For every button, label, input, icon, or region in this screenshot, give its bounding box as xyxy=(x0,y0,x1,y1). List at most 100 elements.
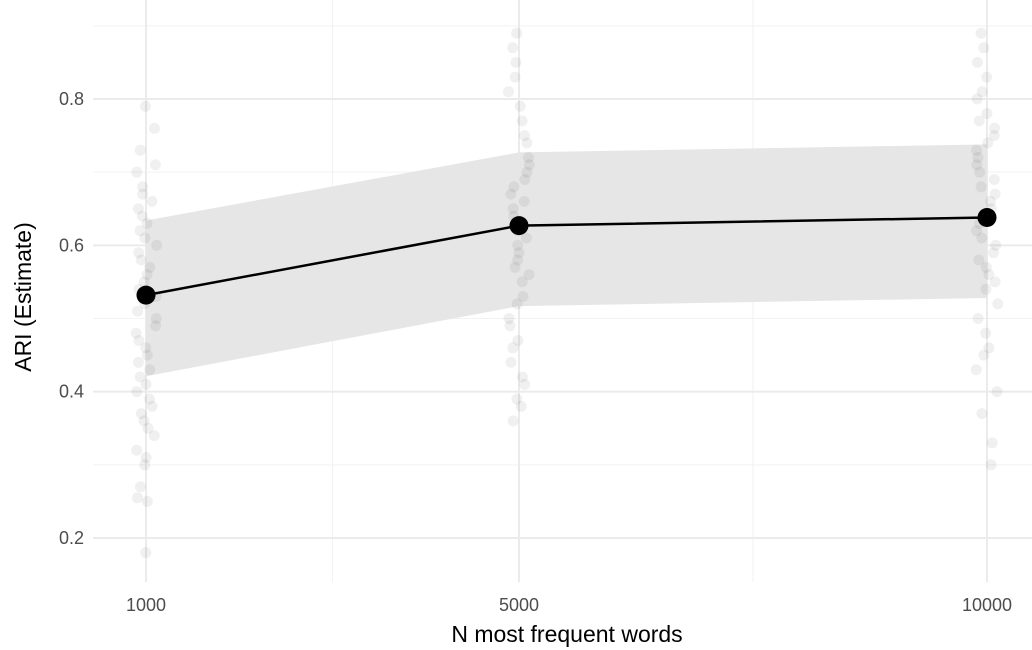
estimate-point xyxy=(509,216,529,236)
raw-data-point xyxy=(989,188,1001,200)
estimate-points-layer xyxy=(136,208,997,305)
raw-data-point xyxy=(133,247,145,259)
raw-data-point xyxy=(523,269,535,281)
raw-data-point xyxy=(975,181,987,193)
raw-data-point xyxy=(983,269,995,281)
raw-data-point xyxy=(981,71,993,83)
ribbon-layer xyxy=(146,144,987,377)
raw-data-point xyxy=(131,444,143,456)
raw-data-point xyxy=(138,276,150,288)
raw-data-point xyxy=(141,217,153,229)
raw-data-point xyxy=(516,276,528,288)
y-axis-title: ARI (Estimate) xyxy=(10,222,36,372)
raw-data-point xyxy=(509,71,521,83)
raw-data-point xyxy=(518,130,530,142)
raw-data-point xyxy=(970,364,982,376)
raw-data-point xyxy=(522,152,534,163)
raw-data-point xyxy=(146,400,158,412)
raw-data-point xyxy=(972,152,984,163)
raw-data-point xyxy=(149,159,161,171)
raw-data-point xyxy=(988,130,1000,142)
raw-data-point xyxy=(521,137,533,149)
raw-data-point xyxy=(510,56,522,68)
raw-data-point xyxy=(140,342,152,354)
raw-data-point xyxy=(139,100,151,112)
raw-data-point xyxy=(140,378,152,390)
raw-data-point xyxy=(519,174,531,185)
raw-data-point xyxy=(992,298,1004,310)
raw-data-point xyxy=(134,371,146,383)
raw-data-point xyxy=(981,108,993,120)
raw-data-point xyxy=(504,320,516,332)
raw-data-point xyxy=(513,247,525,259)
raw-data-point xyxy=(135,408,147,420)
raw-data-point xyxy=(138,415,150,427)
raw-data-point xyxy=(150,320,162,332)
x-tick-label: 1000 xyxy=(126,595,166,615)
raw-data-point xyxy=(521,166,533,178)
raw-data-point xyxy=(150,313,162,324)
raw-data-point xyxy=(523,159,535,171)
raw-data-point xyxy=(512,335,524,346)
raw-data-point xyxy=(137,188,149,200)
raw-data-point xyxy=(509,261,521,273)
raw-data-point xyxy=(140,547,152,559)
raw-data-point xyxy=(985,195,996,207)
raw-data-point xyxy=(988,174,1000,185)
raw-data-point xyxy=(148,430,160,442)
raw-data-point xyxy=(139,232,151,244)
raw-data-point xyxy=(503,313,515,324)
raw-data-point xyxy=(133,356,144,368)
raw-data-point xyxy=(976,86,988,98)
raw-data-point xyxy=(134,225,146,237)
raw-data-point xyxy=(519,378,531,390)
raw-data-point xyxy=(971,225,982,237)
raw-data-point xyxy=(982,137,994,149)
raw-data-point xyxy=(134,481,146,493)
raw-data-point xyxy=(144,393,155,405)
raw-data-point xyxy=(503,86,514,98)
y-tick-label: 0.2 xyxy=(59,528,84,548)
raw-data-point xyxy=(971,144,982,156)
raw-data-point xyxy=(141,349,153,361)
raw-data-point xyxy=(991,386,1003,398)
raw-data-point xyxy=(990,239,1002,251)
raw-data-point xyxy=(139,459,151,471)
raw-data-point xyxy=(516,371,528,383)
y-tick-label: 0.8 xyxy=(59,89,84,109)
raw-data-point xyxy=(141,269,153,281)
raw-data-point xyxy=(132,492,143,504)
raw-data-point xyxy=(986,437,998,449)
raw-data-point xyxy=(144,261,156,273)
raw-data-point xyxy=(512,254,524,266)
raw-data-point xyxy=(134,144,146,156)
raw-data-point xyxy=(505,356,517,368)
raw-data-point xyxy=(507,203,519,215)
raw-data-point xyxy=(507,342,519,354)
y-tick-label: 0.4 xyxy=(59,382,84,402)
raw-data-point xyxy=(976,232,988,244)
raw-data-point xyxy=(149,122,160,134)
raw-data-point xyxy=(144,364,156,376)
raw-data-point xyxy=(973,254,985,266)
raw-data-point xyxy=(511,393,523,405)
estimate-point xyxy=(977,208,997,227)
x-tick-label: 10000 xyxy=(962,595,1012,615)
raw-data-point xyxy=(980,283,992,295)
raw-data-point xyxy=(975,27,987,39)
raw-data-point xyxy=(978,349,990,361)
raw-data-point xyxy=(511,298,523,310)
raw-data-point xyxy=(137,181,149,193)
raw-data-point xyxy=(983,342,995,354)
raw-data-point xyxy=(989,276,1001,288)
raw-data-point xyxy=(141,495,153,507)
raw-data-point xyxy=(520,232,532,244)
raw-data-point xyxy=(980,327,992,339)
raw-data-point xyxy=(985,459,997,471)
raw-data-point xyxy=(135,254,147,266)
raw-data-point xyxy=(514,100,526,112)
y-tick-label: 0.6 xyxy=(59,235,84,255)
raw-data-point xyxy=(132,203,144,215)
confidence-ribbon xyxy=(146,144,987,377)
